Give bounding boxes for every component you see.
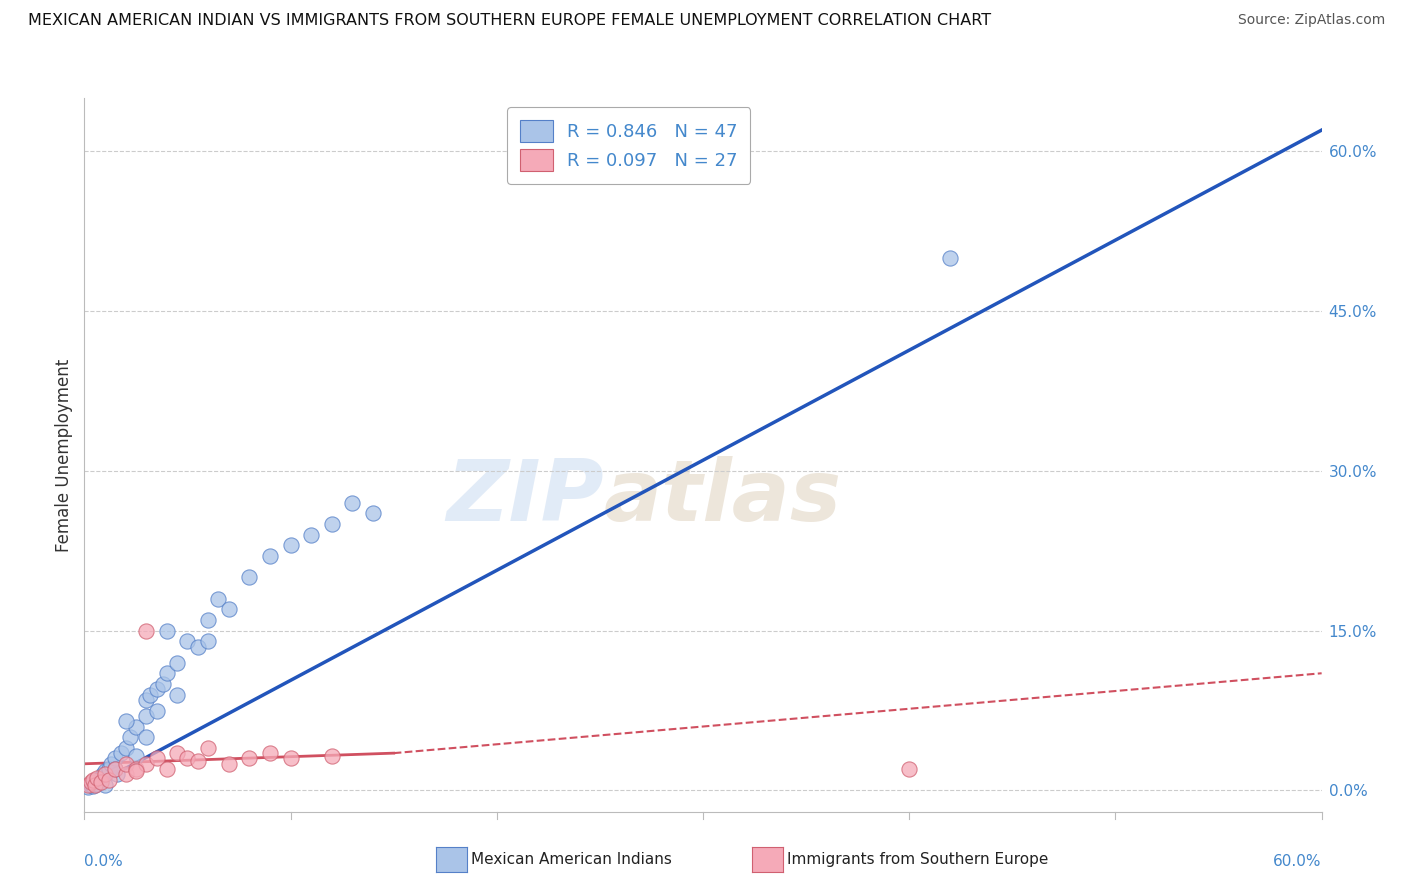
Point	[156, 624, 179, 638]
Point	[898, 762, 921, 776]
Text: MEXICAN AMERICAN INDIAN VS IMMIGRANTS FROM SOUTHERN EUROPE FEMALE UNEMPLOYMENT C: MEXICAN AMERICAN INDIAN VS IMMIGRANTS FR…	[28, 13, 991, 29]
Point	[145, 682, 167, 697]
Point	[83, 778, 105, 792]
Point	[321, 749, 343, 764]
Point	[125, 764, 148, 779]
Point	[166, 656, 188, 670]
Legend: R = 0.846   N = 47, R = 0.097   N = 27: R = 0.846 N = 47, R = 0.097 N = 27	[508, 107, 751, 184]
Point	[187, 754, 209, 768]
Point	[139, 688, 162, 702]
Point	[100, 756, 122, 771]
Point	[104, 762, 127, 776]
Text: 0.0%: 0.0%	[84, 855, 124, 870]
Point	[77, 778, 100, 792]
Point	[125, 749, 148, 764]
Point	[90, 771, 112, 785]
Point	[82, 779, 104, 793]
Point	[135, 693, 157, 707]
Point	[156, 666, 179, 681]
Point	[104, 762, 127, 776]
Point	[114, 767, 136, 781]
Point	[939, 251, 962, 265]
Point	[79, 775, 101, 789]
Point	[280, 751, 302, 765]
Point	[187, 640, 209, 654]
Point	[114, 756, 136, 771]
Point	[197, 613, 219, 627]
Point	[197, 740, 219, 755]
Point	[98, 762, 121, 776]
Y-axis label: Female Unemployment: Female Unemployment	[55, 359, 73, 551]
Point	[135, 730, 157, 744]
Text: Mexican American Indians: Mexican American Indians	[471, 853, 672, 867]
Point	[280, 538, 302, 552]
Point	[79, 778, 101, 792]
Point	[104, 751, 127, 765]
Point	[342, 496, 364, 510]
Point	[218, 602, 240, 616]
Text: Immigrants from Southern Europe: Immigrants from Southern Europe	[787, 853, 1049, 867]
Point	[176, 751, 198, 765]
Point	[98, 772, 121, 787]
Point	[145, 704, 167, 718]
Point	[135, 756, 157, 771]
Point	[238, 751, 260, 765]
Point	[105, 767, 128, 781]
Point	[156, 762, 179, 776]
Point	[114, 740, 136, 755]
Point	[321, 517, 343, 532]
Point	[259, 549, 281, 563]
Text: atlas: atlas	[605, 456, 842, 540]
Point	[238, 570, 260, 584]
Point	[197, 634, 219, 648]
Point	[87, 773, 110, 788]
Point	[86, 771, 108, 785]
Point	[94, 764, 117, 779]
Text: ZIP: ZIP	[446, 456, 605, 540]
Point	[83, 775, 105, 789]
Text: Source: ZipAtlas.com: Source: ZipAtlas.com	[1237, 13, 1385, 28]
Point	[83, 772, 105, 787]
Point	[259, 746, 281, 760]
Point	[135, 624, 157, 638]
Point	[118, 730, 141, 744]
Point	[125, 762, 148, 776]
Point	[86, 777, 108, 791]
Point	[82, 772, 104, 787]
Point	[94, 778, 117, 792]
Point	[125, 719, 148, 733]
Point	[166, 688, 188, 702]
Point	[135, 709, 157, 723]
Text: 60.0%: 60.0%	[1274, 855, 1322, 870]
Point	[207, 591, 229, 606]
Point	[299, 528, 322, 542]
Point	[94, 767, 117, 781]
Point	[77, 780, 100, 795]
Point	[145, 751, 167, 765]
Point	[152, 677, 174, 691]
Point	[361, 507, 384, 521]
Point	[110, 746, 132, 760]
Point	[91, 767, 114, 781]
Point	[176, 634, 198, 648]
Point	[166, 746, 188, 760]
Point	[114, 714, 136, 729]
Point	[90, 775, 112, 789]
Point	[218, 756, 240, 771]
